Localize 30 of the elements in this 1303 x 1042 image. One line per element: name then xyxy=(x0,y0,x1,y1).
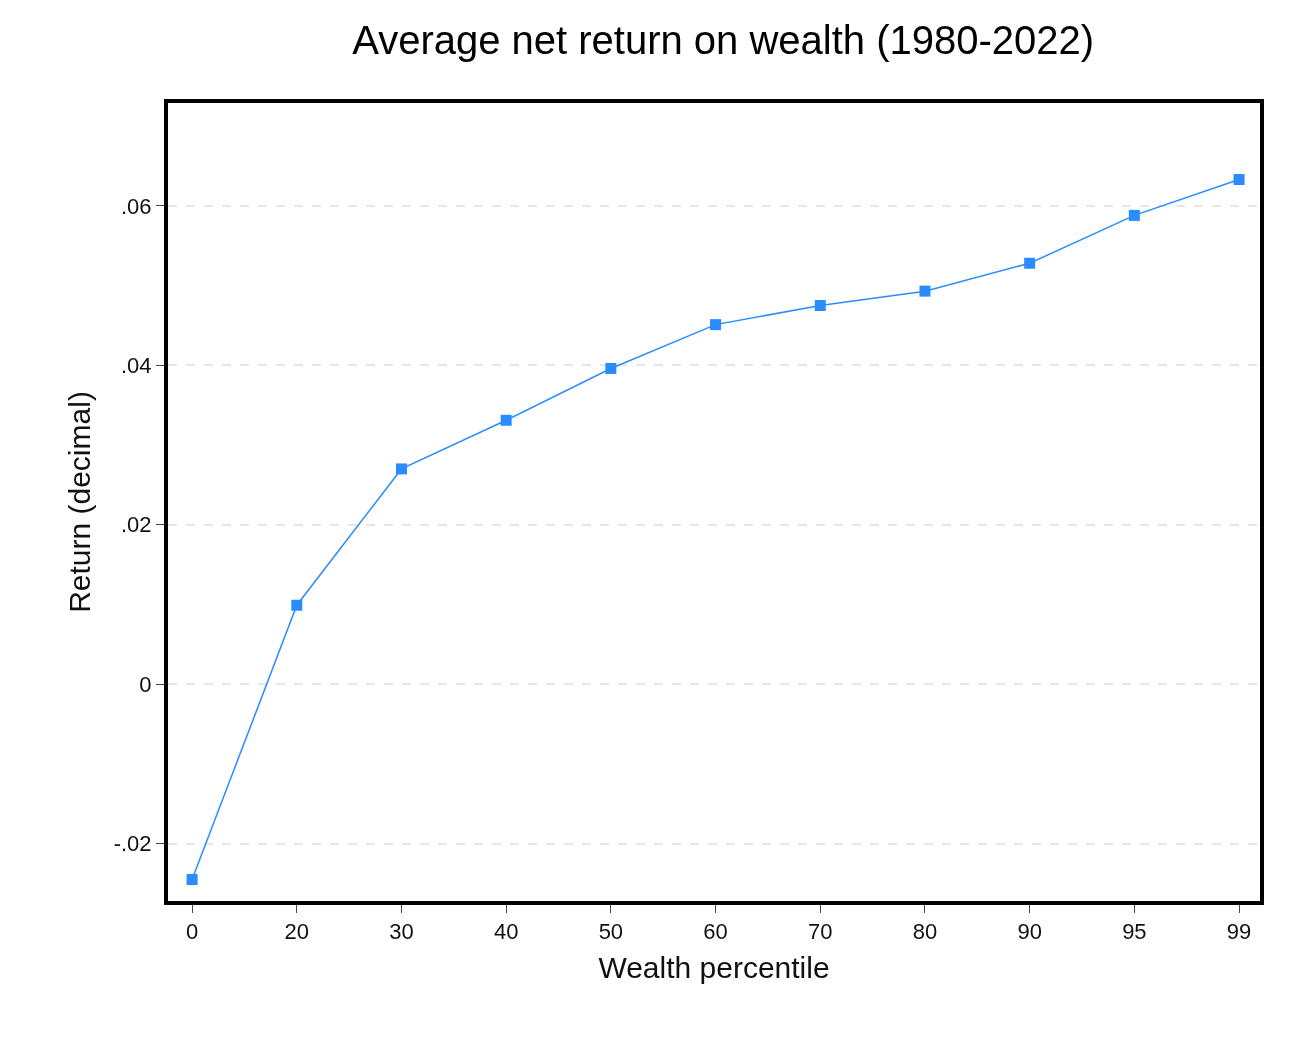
x-tick-label: 20 xyxy=(284,919,310,945)
x-tick-label: 95 xyxy=(1122,919,1147,945)
x-axis-title: Wealth percentile xyxy=(598,951,830,985)
point xyxy=(186,873,198,885)
point xyxy=(500,414,512,426)
point xyxy=(291,599,303,611)
x-tick-label: 50 xyxy=(598,919,624,945)
y-tick-label: -.02 xyxy=(113,831,152,857)
point xyxy=(919,285,931,297)
x-tick-label: 0 xyxy=(185,919,199,945)
point xyxy=(395,463,407,475)
point xyxy=(710,319,722,331)
chart-title: Average net return on wealth (1980-2022) xyxy=(352,18,1095,63)
y-tick-label: .06 xyxy=(121,193,152,219)
y-tick-label: .04 xyxy=(121,352,152,378)
x-tick-label: 40 xyxy=(493,919,519,945)
x-tick-label: 80 xyxy=(912,919,938,945)
x-tick-label: 60 xyxy=(703,919,728,945)
y-tick-label: 0 xyxy=(139,671,152,697)
y-tick-label: .02 xyxy=(121,512,152,538)
x-tick-label: 70 xyxy=(808,919,833,945)
y-axis-title: Return (decimal) xyxy=(63,391,97,613)
point xyxy=(1024,257,1036,269)
x-tick-label: 90 xyxy=(1017,919,1042,945)
x-tick-label: 30 xyxy=(389,919,414,945)
point xyxy=(1233,174,1245,186)
point xyxy=(605,362,617,374)
point xyxy=(1128,209,1140,221)
point xyxy=(814,299,826,311)
x-tick-label: 99 xyxy=(1226,919,1252,945)
